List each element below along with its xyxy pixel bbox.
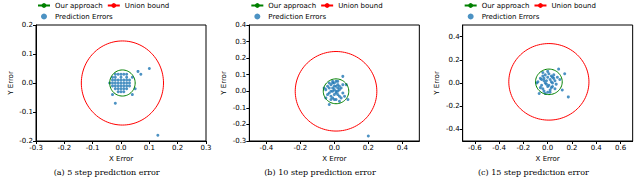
svg-text:0.0: 0.0 [235, 87, 246, 95]
svg-text:X Error: X Error [536, 155, 560, 163]
svg-text:(b) 10 step prediction error: (b) 10 step prediction error [264, 168, 376, 177]
svg-text:(a) 5 step prediction error: (a) 5 step prediction error [54, 168, 160, 177]
svg-text:-0.1: -0.1 [19, 108, 33, 116]
svg-text:Union bound: Union bound [338, 2, 383, 10]
svg-text:(c) 15 step prediction error: (c) 15 step prediction error [478, 168, 589, 177]
svg-text:Our approach: Our approach [482, 2, 530, 10]
svg-text:-0.3: -0.3 [29, 144, 43, 152]
svg-text:0.3: 0.3 [235, 38, 246, 46]
svg-text:0.0: 0.0 [542, 144, 553, 152]
svg-text:-0.4: -0.4 [259, 144, 273, 152]
svg-text:-0.2: -0.2 [57, 144, 71, 152]
svg-text:-0.1: -0.1 [86, 144, 100, 152]
svg-text:Prediction Errors: Prediction Errors [482, 13, 540, 21]
svg-text:-0.4: -0.4 [492, 144, 506, 152]
svg-text:-0.2: -0.2 [233, 120, 247, 128]
svg-text:-0.1: -0.1 [233, 104, 247, 112]
svg-text:X Error: X Error [322, 155, 346, 163]
svg-text:0.2: 0.2 [172, 144, 183, 152]
svg-text:-0.2: -0.2 [19, 137, 33, 145]
svg-text:0.0: 0.0 [329, 144, 340, 152]
svg-text:0.0: 0.0 [22, 79, 33, 87]
svg-text:0.2: 0.2 [235, 54, 246, 62]
svg-text:Our approach: Our approach [55, 2, 103, 10]
svg-text:-0.2: -0.2 [517, 144, 531, 152]
svg-text:0.0: 0.0 [115, 144, 126, 152]
svg-text:-0.4: -0.4 [446, 125, 460, 133]
svg-text:Our approach: Our approach [268, 2, 316, 10]
svg-text:Prediction Errors: Prediction Errors [55, 13, 113, 21]
svg-text:0.2: 0.2 [22, 21, 33, 29]
svg-text:0.0: 0.0 [449, 79, 460, 87]
svg-text:0.4: 0.4 [235, 21, 247, 29]
svg-text:0.2: 0.2 [363, 144, 374, 152]
svg-text:-0.2: -0.2 [446, 102, 460, 110]
svg-text:0.2: 0.2 [566, 144, 577, 152]
svg-text:0.4: 0.4 [591, 144, 603, 152]
svg-text:0.1: 0.1 [22, 50, 33, 58]
svg-text:-0.2: -0.2 [293, 144, 307, 152]
svg-text:0.4: 0.4 [397, 144, 409, 152]
svg-text:Union bound: Union bound [125, 2, 170, 10]
svg-text:Union bound: Union bound [551, 2, 596, 10]
svg-text:0.4: 0.4 [449, 33, 461, 41]
svg-text:Prediction Errors: Prediction Errors [268, 13, 326, 21]
svg-text:X Error: X Error [109, 155, 133, 163]
svg-text:Y Error: Y Error [220, 71, 228, 96]
svg-text:0.1: 0.1 [235, 71, 246, 79]
svg-text:0.1: 0.1 [144, 144, 155, 152]
svg-text:0.3: 0.3 [200, 144, 211, 152]
svg-text:-0.6: -0.6 [468, 144, 482, 152]
svg-text:Y Error: Y Error [433, 71, 441, 96]
svg-text:-0.3: -0.3 [233, 137, 247, 145]
svg-text:Y Error: Y Error [7, 71, 15, 96]
svg-text:0.2: 0.2 [449, 56, 460, 64]
svg-text:0.6: 0.6 [615, 144, 627, 152]
